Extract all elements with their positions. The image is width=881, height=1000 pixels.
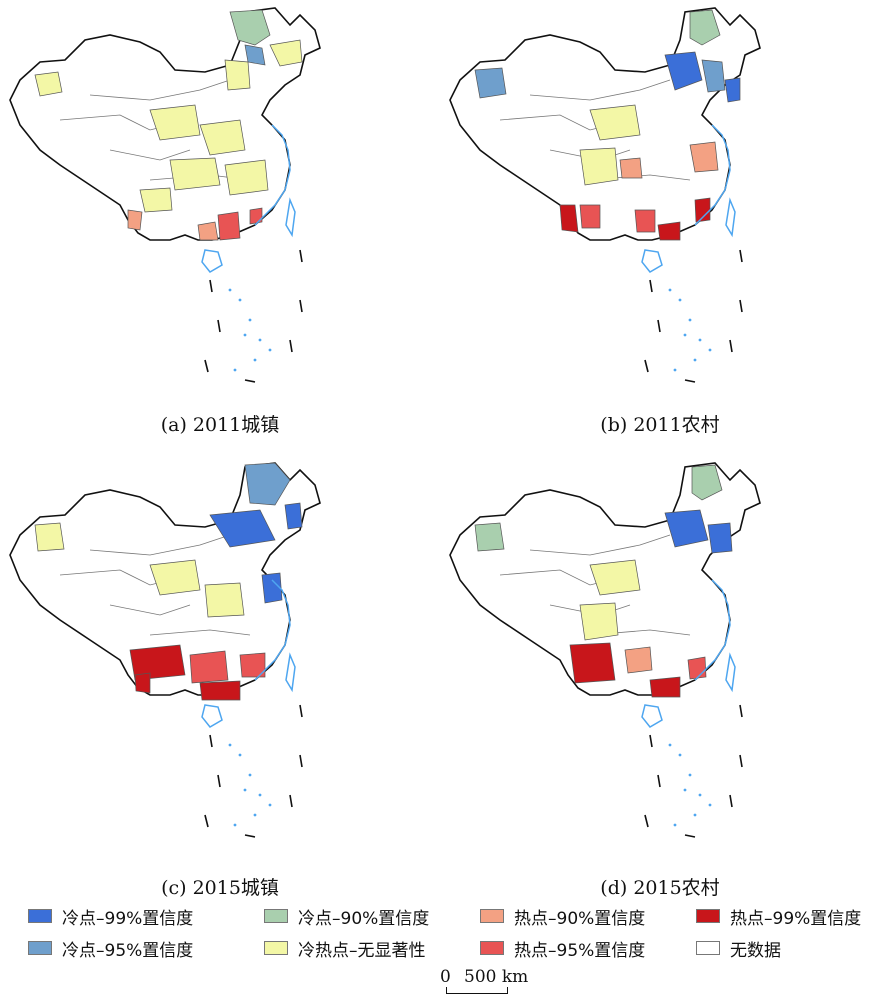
- map-2015-rural: [449, 462, 761, 838]
- scale-zero-label: 0: [440, 967, 451, 987]
- legend-label: 无数据: [730, 940, 781, 961]
- legend-item-no-data: 无数据: [696, 937, 781, 961]
- legend-label: 冷点–95%置信度: [62, 940, 194, 961]
- legend-swatch: [480, 941, 504, 955]
- legend-item-not-significant: 冷热点–无显著性: [264, 937, 426, 961]
- legend-label: 冷点–90%置信度: [298, 908, 430, 929]
- legend-item-hot-99: 热点–99%置信度: [696, 905, 862, 929]
- panel-caption: (b) 2011农村: [600, 414, 720, 436]
- coastline: [201, 579, 296, 728]
- south-china-sea-islands: [228, 288, 272, 372]
- map-2011-rural: [449, 7, 761, 383]
- south-china-sea-islands: [668, 288, 712, 372]
- legend-swatch: [264, 909, 288, 923]
- legend-item-cold-99: 冷点–99%置信度: [28, 905, 194, 929]
- map-panel-2015-rural: (d) 2015农村: [440, 455, 880, 910]
- regions: [34, 9, 303, 241]
- map-legend: 冷点–99%置信度 冷点–95%置信度 冷点–90%置信度 冷热点–无显著性 热…: [28, 905, 878, 965]
- nine-dash-line: [204, 249, 303, 383]
- legend-item-cold-90: 冷点–90%置信度: [264, 905, 430, 929]
- legend-swatch: [696, 909, 720, 923]
- legend-swatch: [264, 941, 288, 955]
- nine-dash-line: [204, 704, 303, 838]
- legend-item-hot-95: 热点–95%置信度: [480, 937, 646, 961]
- scale-bar: 0 500 km: [440, 965, 580, 999]
- map-2011-urban: [9, 7, 321, 383]
- legend-item-cold-95: 冷点–95%置信度: [28, 937, 194, 961]
- legend-label: 冷点–99%置信度: [62, 908, 194, 929]
- legend-label: 热点–95%置信度: [514, 940, 646, 961]
- south-china-sea-islands: [228, 743, 272, 827]
- map-panel-2011-urban: (a) 2011城镇: [0, 0, 440, 455]
- map-panel-2011-rural: (b) 2011农村: [440, 0, 880, 455]
- legend-swatch: [28, 941, 52, 955]
- map-2015-urban: [9, 462, 321, 838]
- regions: [34, 462, 303, 701]
- legend-swatch: [696, 941, 720, 955]
- coastline: [641, 124, 736, 273]
- map-panel-2015-urban: (c) 2015城镇: [0, 455, 440, 910]
- nine-dash-line: [644, 249, 743, 383]
- legend-swatch: [480, 909, 504, 923]
- nine-dash-line: [644, 704, 743, 838]
- south-china-sea-islands: [668, 743, 712, 827]
- coastline: [201, 124, 296, 273]
- panel-caption: (c) 2015城镇: [161, 877, 279, 899]
- legend-label: 冷热点–无显著性: [298, 940, 426, 961]
- scale-distance-label: 500 km: [464, 967, 529, 987]
- legend-label: 热点–90%置信度: [514, 908, 646, 929]
- regions: [474, 464, 733, 698]
- legend-swatch: [28, 909, 52, 923]
- scale-bar-line: [446, 987, 508, 994]
- panel-caption: (d) 2015农村: [600, 877, 720, 899]
- legend-label: 热点–99%置信度: [730, 908, 862, 929]
- regions: [474, 9, 741, 241]
- panel-caption: (a) 2011城镇: [160, 414, 280, 436]
- legend-item-hot-90: 热点–90%置信度: [480, 905, 646, 929]
- coastline: [641, 579, 736, 728]
